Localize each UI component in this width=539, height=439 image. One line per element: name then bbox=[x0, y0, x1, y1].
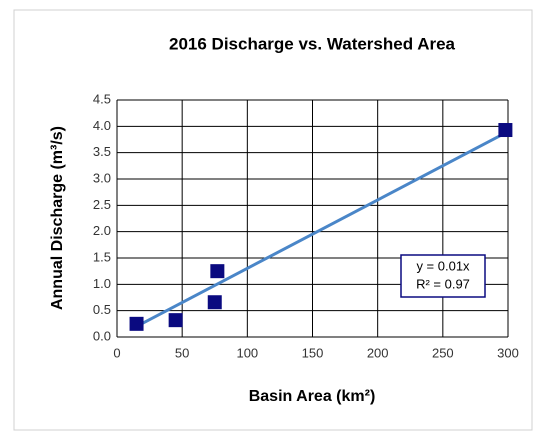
point bbox=[498, 123, 513, 138]
y-tick-label: 4.5 bbox=[93, 91, 111, 106]
y-tick-label: 3.5 bbox=[93, 144, 111, 159]
x-tick-label: 50 bbox=[175, 345, 189, 360]
trendline bbox=[135, 130, 509, 328]
y-axis-label: Annual Discharge (m³/s) bbox=[49, 126, 66, 310]
x-axis-label: Basin Area (km²) bbox=[249, 388, 376, 405]
y-tick-label: 4.0 bbox=[93, 118, 111, 133]
x-tick-label: 300 bbox=[497, 345, 519, 360]
annotation: y = 0.01x bbox=[416, 258, 470, 273]
chart-title: 2016 Discharge vs. Watershed Area bbox=[169, 34, 456, 53]
annotation-box bbox=[400, 254, 486, 298]
x-tick-label: 250 bbox=[432, 345, 454, 360]
chart-border bbox=[13, 9, 533, 431]
y-tick-label: 1.5 bbox=[93, 249, 111, 264]
y-tick-label: 3.0 bbox=[93, 170, 111, 185]
x-tick-label: 0 bbox=[113, 345, 120, 360]
x-tick-label: 150 bbox=[302, 345, 324, 360]
y-tick-label: 0.0 bbox=[93, 328, 111, 343]
point bbox=[168, 313, 183, 328]
point bbox=[129, 316, 144, 331]
point bbox=[210, 264, 225, 279]
point bbox=[207, 295, 222, 310]
y-tick-label: 2.0 bbox=[93, 223, 111, 238]
x-tick-label: 200 bbox=[367, 345, 389, 360]
annotation: R² = 0.97 bbox=[416, 276, 470, 291]
y-tick-label: 1.0 bbox=[93, 276, 111, 291]
y-tick-label: 0.5 bbox=[93, 302, 111, 317]
y-tick-label: 2.5 bbox=[93, 197, 111, 212]
x-tick-label: 100 bbox=[236, 345, 258, 360]
